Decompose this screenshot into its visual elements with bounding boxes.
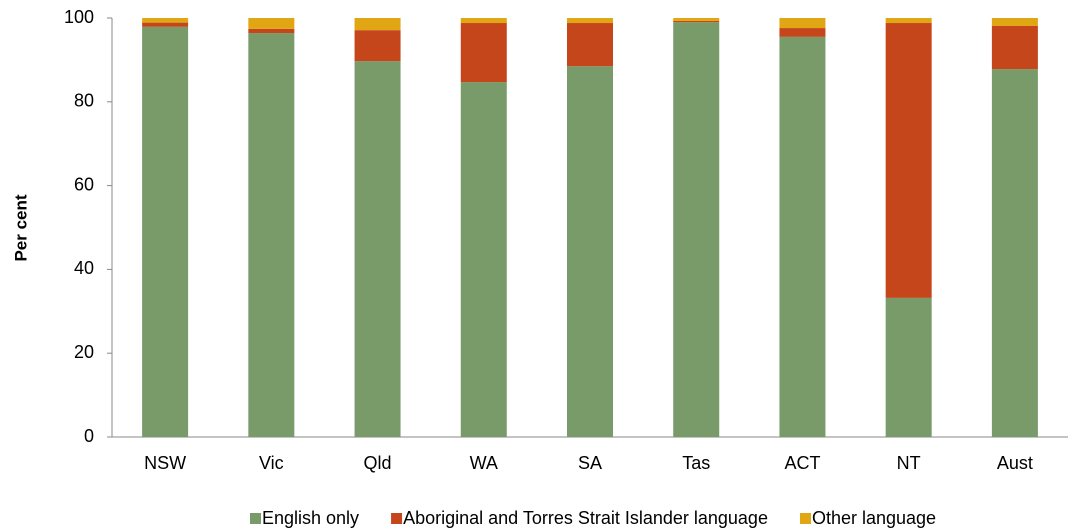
bar-segment: [460, 23, 507, 83]
y-tick-label: 0: [84, 426, 94, 446]
x-tick-label: Qld: [364, 453, 392, 473]
y-tick-label: 20: [74, 342, 94, 362]
bar-segment: [885, 18, 932, 24]
bar-segment: [991, 69, 1038, 438]
bar-segment: [354, 61, 401, 437]
y-axis-label: Per cent: [11, 194, 30, 261]
bar-segment: [460, 18, 507, 24]
x-tick-label: NSW: [144, 453, 186, 473]
legend-swatch: [391, 513, 403, 524]
legend-label: Aboriginal and Torres Strait Islander la…: [403, 508, 768, 528]
y-tick-label: 80: [74, 91, 94, 111]
x-tick-label: ACT: [784, 453, 820, 473]
bar-segment: [567, 66, 613, 437]
bar-segment: [991, 25, 1038, 70]
y-tick-label: 100: [64, 7, 94, 27]
bar-segment: [673, 20, 720, 23]
bar-segment: [673, 22, 720, 437]
x-tick-label: WA: [470, 453, 498, 473]
bar-segment: [567, 23, 613, 67]
bar-segment: [885, 297, 932, 437]
y-tick-label: 60: [74, 174, 94, 194]
bar-segment: [248, 18, 295, 29]
x-tick-label: NT: [897, 453, 921, 473]
bar-segment: [779, 36, 826, 437]
bar-segment: [142, 26, 189, 437]
bar-segment: [779, 28, 826, 37]
bar-segment: [142, 18, 189, 23]
bar-segment: [460, 82, 507, 438]
y-tick-label: 40: [74, 258, 94, 278]
bar-segment: [248, 28, 295, 34]
bar-segment: [991, 18, 1038, 26]
bar-segment: [673, 18, 720, 21]
bar-segment: [354, 30, 401, 62]
legend-swatch: [250, 513, 261, 524]
bar-segment: [248, 33, 295, 438]
legend-label: Other language: [812, 508, 936, 528]
bar-segment: [779, 18, 826, 29]
legend-swatch: [799, 513, 811, 524]
bar-segment: [354, 18, 401, 31]
x-tick-label: SA: [578, 453, 602, 473]
bar-segment: [567, 18, 613, 24]
bar-segment: [142, 22, 189, 27]
bar-segment: [885, 23, 932, 298]
x-tick-label: Tas: [682, 453, 710, 473]
x-tick-label: Aust: [997, 453, 1033, 473]
x-tick-label: Vic: [259, 453, 284, 473]
legend-label: English only: [262, 508, 359, 528]
